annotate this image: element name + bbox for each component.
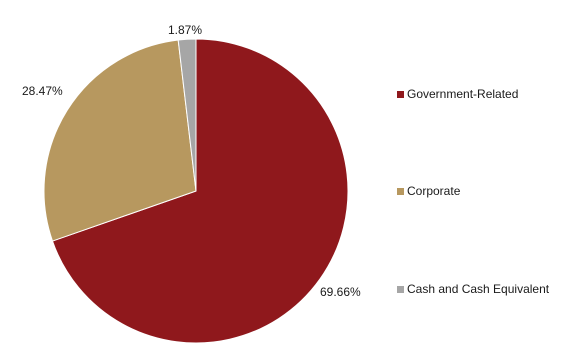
- pie-slice-government-related: [51, 38, 349, 344]
- legend-swatch-cash: [397, 286, 404, 293]
- slice-label-government-related: 69.66%: [320, 285, 361, 299]
- legend-label-government-related: Government-Related: [407, 87, 518, 101]
- slice-label-cash: 1.87%: [168, 23, 202, 37]
- pie-slice-corporate: [43, 39, 197, 242]
- slice-label-corporate: 28.47%: [22, 84, 63, 98]
- legend-label-cash: Cash and Cash Equivalent: [407, 282, 550, 296]
- legend-label-corporate: Corporate: [407, 184, 461, 198]
- legend: Government-Related Corporate Cash and Ca…: [397, 87, 550, 296]
- pie-slices: [43, 38, 349, 344]
- legend-swatch-government-related: [397, 91, 404, 98]
- pie-slice-cash: [177, 38, 197, 192]
- legend-swatch-corporate: [397, 188, 404, 195]
